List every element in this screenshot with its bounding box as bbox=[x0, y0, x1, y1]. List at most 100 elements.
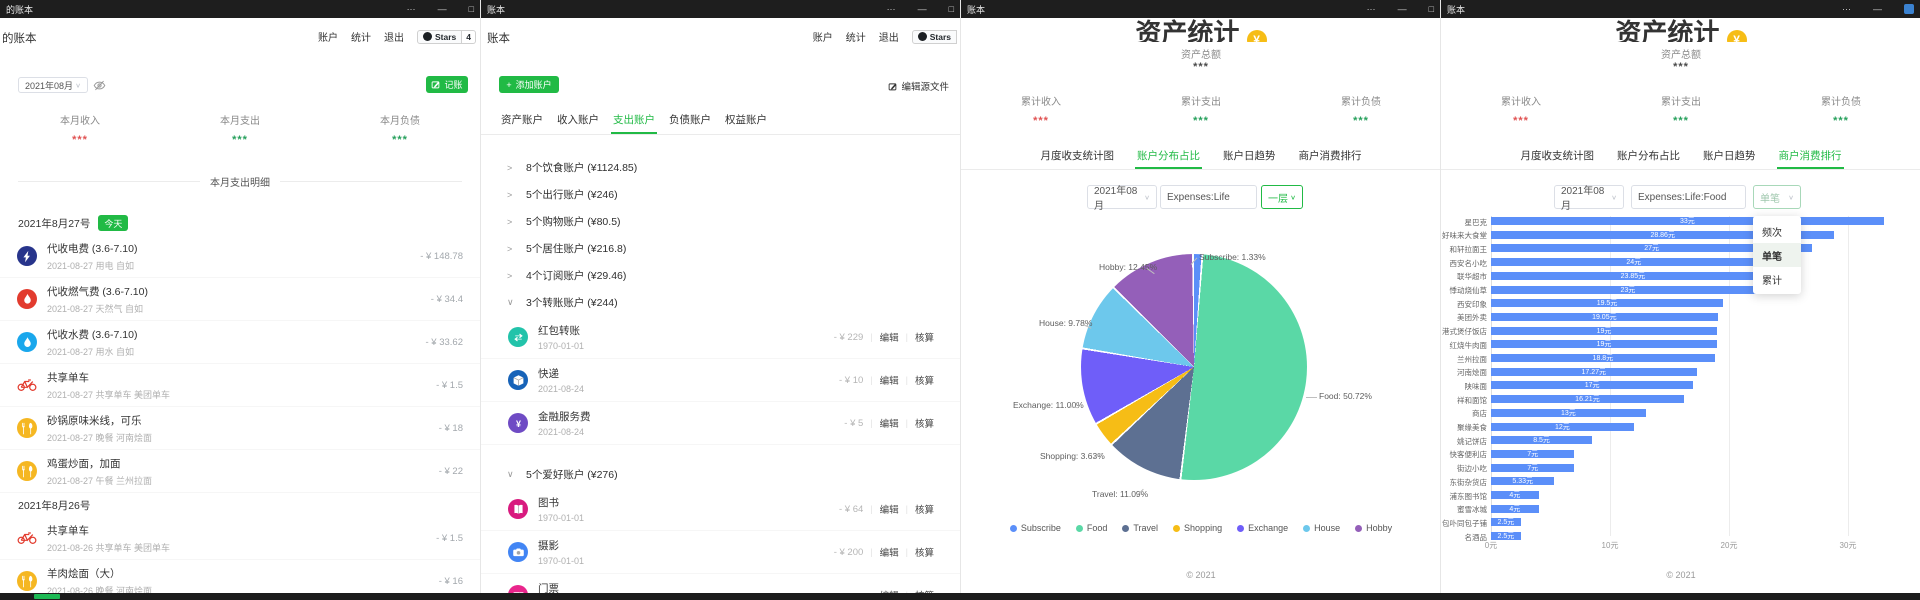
account-group-header[interactable]: >5个购物账户 (¥80.5) bbox=[481, 208, 960, 235]
tab-0[interactable]: 资产账户 bbox=[501, 114, 543, 126]
nav-item-1[interactable]: 统计 bbox=[845, 33, 866, 44]
filter-input[interactable]: Expenses:Life bbox=[1160, 185, 1257, 209]
account-group-header[interactable]: >5个出行账户 (¥246) bbox=[481, 181, 960, 208]
bar: 8.5元 bbox=[1491, 436, 1593, 445]
window-maximize-icon[interactable]: □ bbox=[468, 4, 474, 14]
level-select[interactable]: 一层 ∨ bbox=[1261, 185, 1303, 209]
account-group-header[interactable]: ∨ 3个转账账户 (¥244) bbox=[481, 289, 960, 316]
action-link-1[interactable]: 核算 bbox=[914, 376, 934, 387]
bar: 5.33元 bbox=[1491, 477, 1555, 486]
transaction-title: 共享单车 bbox=[47, 524, 89, 537]
chevron-right-icon: > bbox=[507, 216, 513, 227]
window-menu-icon[interactable]: ··· bbox=[406, 4, 416, 14]
mode-select[interactable]: 单笔 ∨ bbox=[1753, 185, 1801, 209]
bar-value-label: 8.5元 bbox=[1533, 437, 1550, 445]
account-group-header[interactable]: ∨ 5个爱好账户 (¥276) bbox=[481, 461, 960, 488]
bar: 23.85元 bbox=[1491, 271, 1775, 280]
tab-2[interactable]: 账户日趋势 bbox=[1223, 150, 1276, 162]
hide-amounts-icon[interactable] bbox=[93, 79, 106, 92]
pie-label-hobby: Hobby: 12.45% bbox=[1099, 262, 1158, 272]
bar-value-label: 16.21元 bbox=[1575, 396, 1600, 404]
legend-item-subscribe[interactable]: Subscribe bbox=[1009, 523, 1061, 533]
account-group-header[interactable]: >5个居住账户 (¥216.8) bbox=[481, 235, 960, 262]
window-widget-icon[interactable] bbox=[1904, 4, 1914, 14]
window-minimize-icon[interactable]: — bbox=[1397, 4, 1407, 14]
nav-item-0[interactable]: 账户 bbox=[812, 33, 833, 44]
window-menu-icon[interactable]: ··· bbox=[1842, 4, 1851, 14]
tab-1[interactable]: 账户分布占比 bbox=[1135, 148, 1202, 169]
window-minimize-icon[interactable]: — bbox=[1873, 4, 1882, 14]
merchant-ranking-bar-chart: 0元 10元 20元 30元 星巴克 33元 好味来大食堂 28.86元 和轩拉面王 27元 西安名… bbox=[1441, 214, 1920, 550]
chevron-down-icon: ∨ bbox=[507, 469, 514, 479]
tab-3[interactable]: 商户消费排行 bbox=[1298, 150, 1362, 162]
tab-3[interactable]: 商户消费排行 bbox=[1776, 148, 1844, 169]
tab-4[interactable]: 权益账户 bbox=[725, 114, 767, 126]
chevron-right-icon: > bbox=[507, 162, 513, 173]
action-link-1[interactable]: 核算 bbox=[914, 548, 934, 559]
utensils-icon bbox=[17, 461, 37, 481]
window-maximize-icon[interactable]: □ bbox=[948, 4, 954, 14]
tab-2[interactable]: 支出账户 bbox=[611, 112, 657, 134]
github-stars-badge[interactable]: Stars 4 bbox=[417, 29, 476, 44]
dropdown-option-累计[interactable]: 累计 bbox=[1762, 275, 1782, 287]
transaction-row: 代收水费 (3.6-7.10) 2021-08-27 用水 自如 - ¥ 33.62 bbox=[0, 321, 480, 364]
nav-item-2[interactable]: 退出 bbox=[384, 33, 404, 44]
legend-item-travel[interactable]: Travel bbox=[1122, 523, 1158, 533]
legend-item-hobby[interactable]: Hobby bbox=[1355, 523, 1392, 533]
gridline bbox=[1491, 216, 1492, 536]
bar-value-label: 23元 bbox=[1620, 286, 1636, 294]
legend-item-exchange[interactable]: Exchange bbox=[1237, 523, 1288, 533]
action-link-0[interactable]: 编辑 bbox=[879, 548, 899, 559]
record-transaction-button[interactable]: 记账 bbox=[426, 76, 468, 93]
chevron-down-icon: ∨ bbox=[1290, 193, 1296, 201]
bar: 18.8元 bbox=[1491, 354, 1715, 362]
edit-source-link[interactable]: 编辑源文件 bbox=[888, 79, 949, 93]
github-stars-badge[interactable]: Stars bbox=[911, 29, 957, 44]
action-link-0[interactable]: 编辑 bbox=[879, 419, 899, 430]
filter-input[interactable]: Expenses:Life:Food bbox=[1631, 185, 1746, 209]
legend-item-food[interactable]: Food bbox=[1075, 523, 1107, 533]
bar-value-label: 4元 bbox=[1509, 492, 1521, 499]
account-group-header[interactable]: >4个订阅账户 (¥29.46) bbox=[481, 262, 960, 289]
window-maximize-icon[interactable]: □ bbox=[1428, 4, 1434, 14]
window-menu-icon[interactable]: ··· bbox=[886, 4, 896, 14]
month-select[interactable]: 2021年08月 ∨ bbox=[1554, 185, 1624, 212]
dropdown-option-单笔[interactable]: 单笔 bbox=[1753, 243, 1801, 267]
legend-label: Hobby bbox=[1366, 523, 1393, 533]
account-amount: - ¥ 10 bbox=[838, 374, 864, 386]
tab-2[interactable]: 账户日趋势 bbox=[1703, 150, 1756, 162]
add-account-button[interactable]: + 添加账户 bbox=[499, 76, 559, 93]
tab-0[interactable]: 月度收支统计图 bbox=[1040, 150, 1115, 162]
separator: | bbox=[905, 418, 908, 428]
bar: 33元 bbox=[1491, 217, 1884, 225]
action-link-1[interactable]: 核算 bbox=[914, 505, 934, 516]
transaction-title: 鸡蛋炒面，加面 bbox=[47, 457, 121, 470]
action-link-0[interactable]: 编辑 bbox=[879, 333, 899, 344]
axis-tick-label: 30元 bbox=[1839, 541, 1857, 550]
tab-1[interactable]: 收入账户 bbox=[557, 114, 599, 126]
window-minimize-icon[interactable]: — bbox=[437, 4, 447, 14]
bar-value-label: 4元 bbox=[1509, 505, 1521, 513]
legend-item-shopping[interactable]: Shopping bbox=[1173, 523, 1222, 533]
month-select[interactable]: 2021年08月 ∨ bbox=[1087, 185, 1157, 212]
nav-item-1[interactable]: 统计 bbox=[351, 33, 371, 44]
action-link-1[interactable]: 核算 bbox=[914, 333, 934, 344]
tab-3[interactable]: 负债账户 bbox=[669, 114, 711, 126]
window-menu-icon[interactable]: ··· bbox=[1366, 4, 1376, 14]
drop-icon bbox=[17, 332, 37, 352]
dropdown-option-频次[interactable]: 频次 bbox=[1762, 227, 1782, 239]
action-link-0[interactable]: 编辑 bbox=[879, 376, 899, 387]
window-minimize-icon[interactable]: — bbox=[917, 4, 927, 14]
month-select[interactable]: 2021年08月 ∨ bbox=[18, 77, 88, 93]
legend-item-house[interactable]: House bbox=[1303, 523, 1340, 533]
tab-1[interactable]: 账户分布占比 bbox=[1617, 150, 1680, 162]
action-link-1[interactable]: 核算 bbox=[914, 419, 934, 430]
account-group-header[interactable]: >8个饮食账户 (¥1124.85) bbox=[481, 154, 960, 181]
nav-item-2[interactable]: 退出 bbox=[878, 33, 899, 44]
stat-income: 累计收入 *** bbox=[961, 93, 1121, 127]
bar: 2.5元 bbox=[1491, 518, 1521, 527]
action-link-0[interactable]: 编辑 bbox=[879, 505, 899, 516]
nav-item-0[interactable]: 账户 bbox=[318, 33, 338, 44]
tab-0[interactable]: 月度收支统计图 bbox=[1520, 150, 1595, 162]
chevron-down-icon: ∨ bbox=[507, 297, 514, 307]
